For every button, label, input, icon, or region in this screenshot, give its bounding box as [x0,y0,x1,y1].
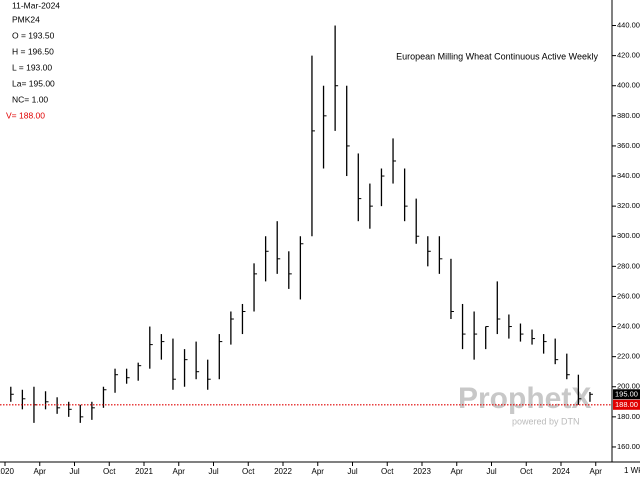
y-tick-label: 240.00 [617,322,640,331]
x-tick-label: Apr [312,467,325,476]
watermark-brand: ProphetX [458,382,591,415]
reference-box [613,399,640,410]
y-tick-label: 180.00 [617,412,640,421]
x-tick-label: 2024 [552,467,570,476]
last-price-box [613,389,640,400]
y-tick-label: 260.00 [617,291,640,300]
x-tick-label: Jul [347,467,357,476]
open: O = 193.50 [12,30,55,40]
y-tick-label: 420.00 [617,51,640,60]
x-tick-label: Jul [69,467,79,476]
x-tick-label: 2023 [413,467,431,476]
low: L = 193.00 [12,62,52,72]
symbol: PMK24 [12,14,40,24]
x-tick-label: Apr [590,467,603,476]
watermark-powered: powered by DTN [512,416,580,426]
x-tick-label: Jul [486,467,496,476]
x-tick-label: Oct [381,467,394,476]
y-tick-label: 280.00 [617,261,640,270]
x-tick-label: 2022 [274,467,292,476]
chart-title: European Milling Wheat Continuous Active… [396,51,598,61]
interval: 1 Wk [624,466,640,475]
x-tick-label: Apr [173,467,186,476]
y-tick-label: 200.00 [617,382,640,391]
y-tick-label: 400.00 [617,81,640,90]
x-tick-label: 2021 [135,467,153,476]
y-tick-label: 340.00 [617,171,640,180]
x-tick-label: 2020 [0,467,14,476]
y-tick-label: 320.00 [617,201,640,210]
x-tick-label: Apr [451,467,464,476]
y-tick-label: 220.00 [617,352,640,361]
y-tick-label: 300.00 [617,231,640,240]
x-tick-label: Apr [34,467,47,476]
y-tick-label: 360.00 [617,141,640,150]
net-change: NC= 1.00 [12,94,48,104]
y-tick-label: 160.00 [617,442,640,451]
last-price-label: 195.00 [615,389,638,398]
x-tick-label: Oct [520,467,533,476]
reference-label: 188.00 [615,400,638,409]
high: H = 196.50 [12,46,54,56]
y-tick-label: 440.00 [617,21,640,30]
v-line-label: V= 188.00 [6,110,45,120]
last: La= 195.00 [12,78,55,88]
date: 11-Mar-2024 [12,0,60,10]
y-tick-label: 380.00 [617,111,640,120]
x-tick-label: Jul [208,467,218,476]
x-tick-label: Oct [103,467,116,476]
x-tick-label: Oct [242,467,255,476]
